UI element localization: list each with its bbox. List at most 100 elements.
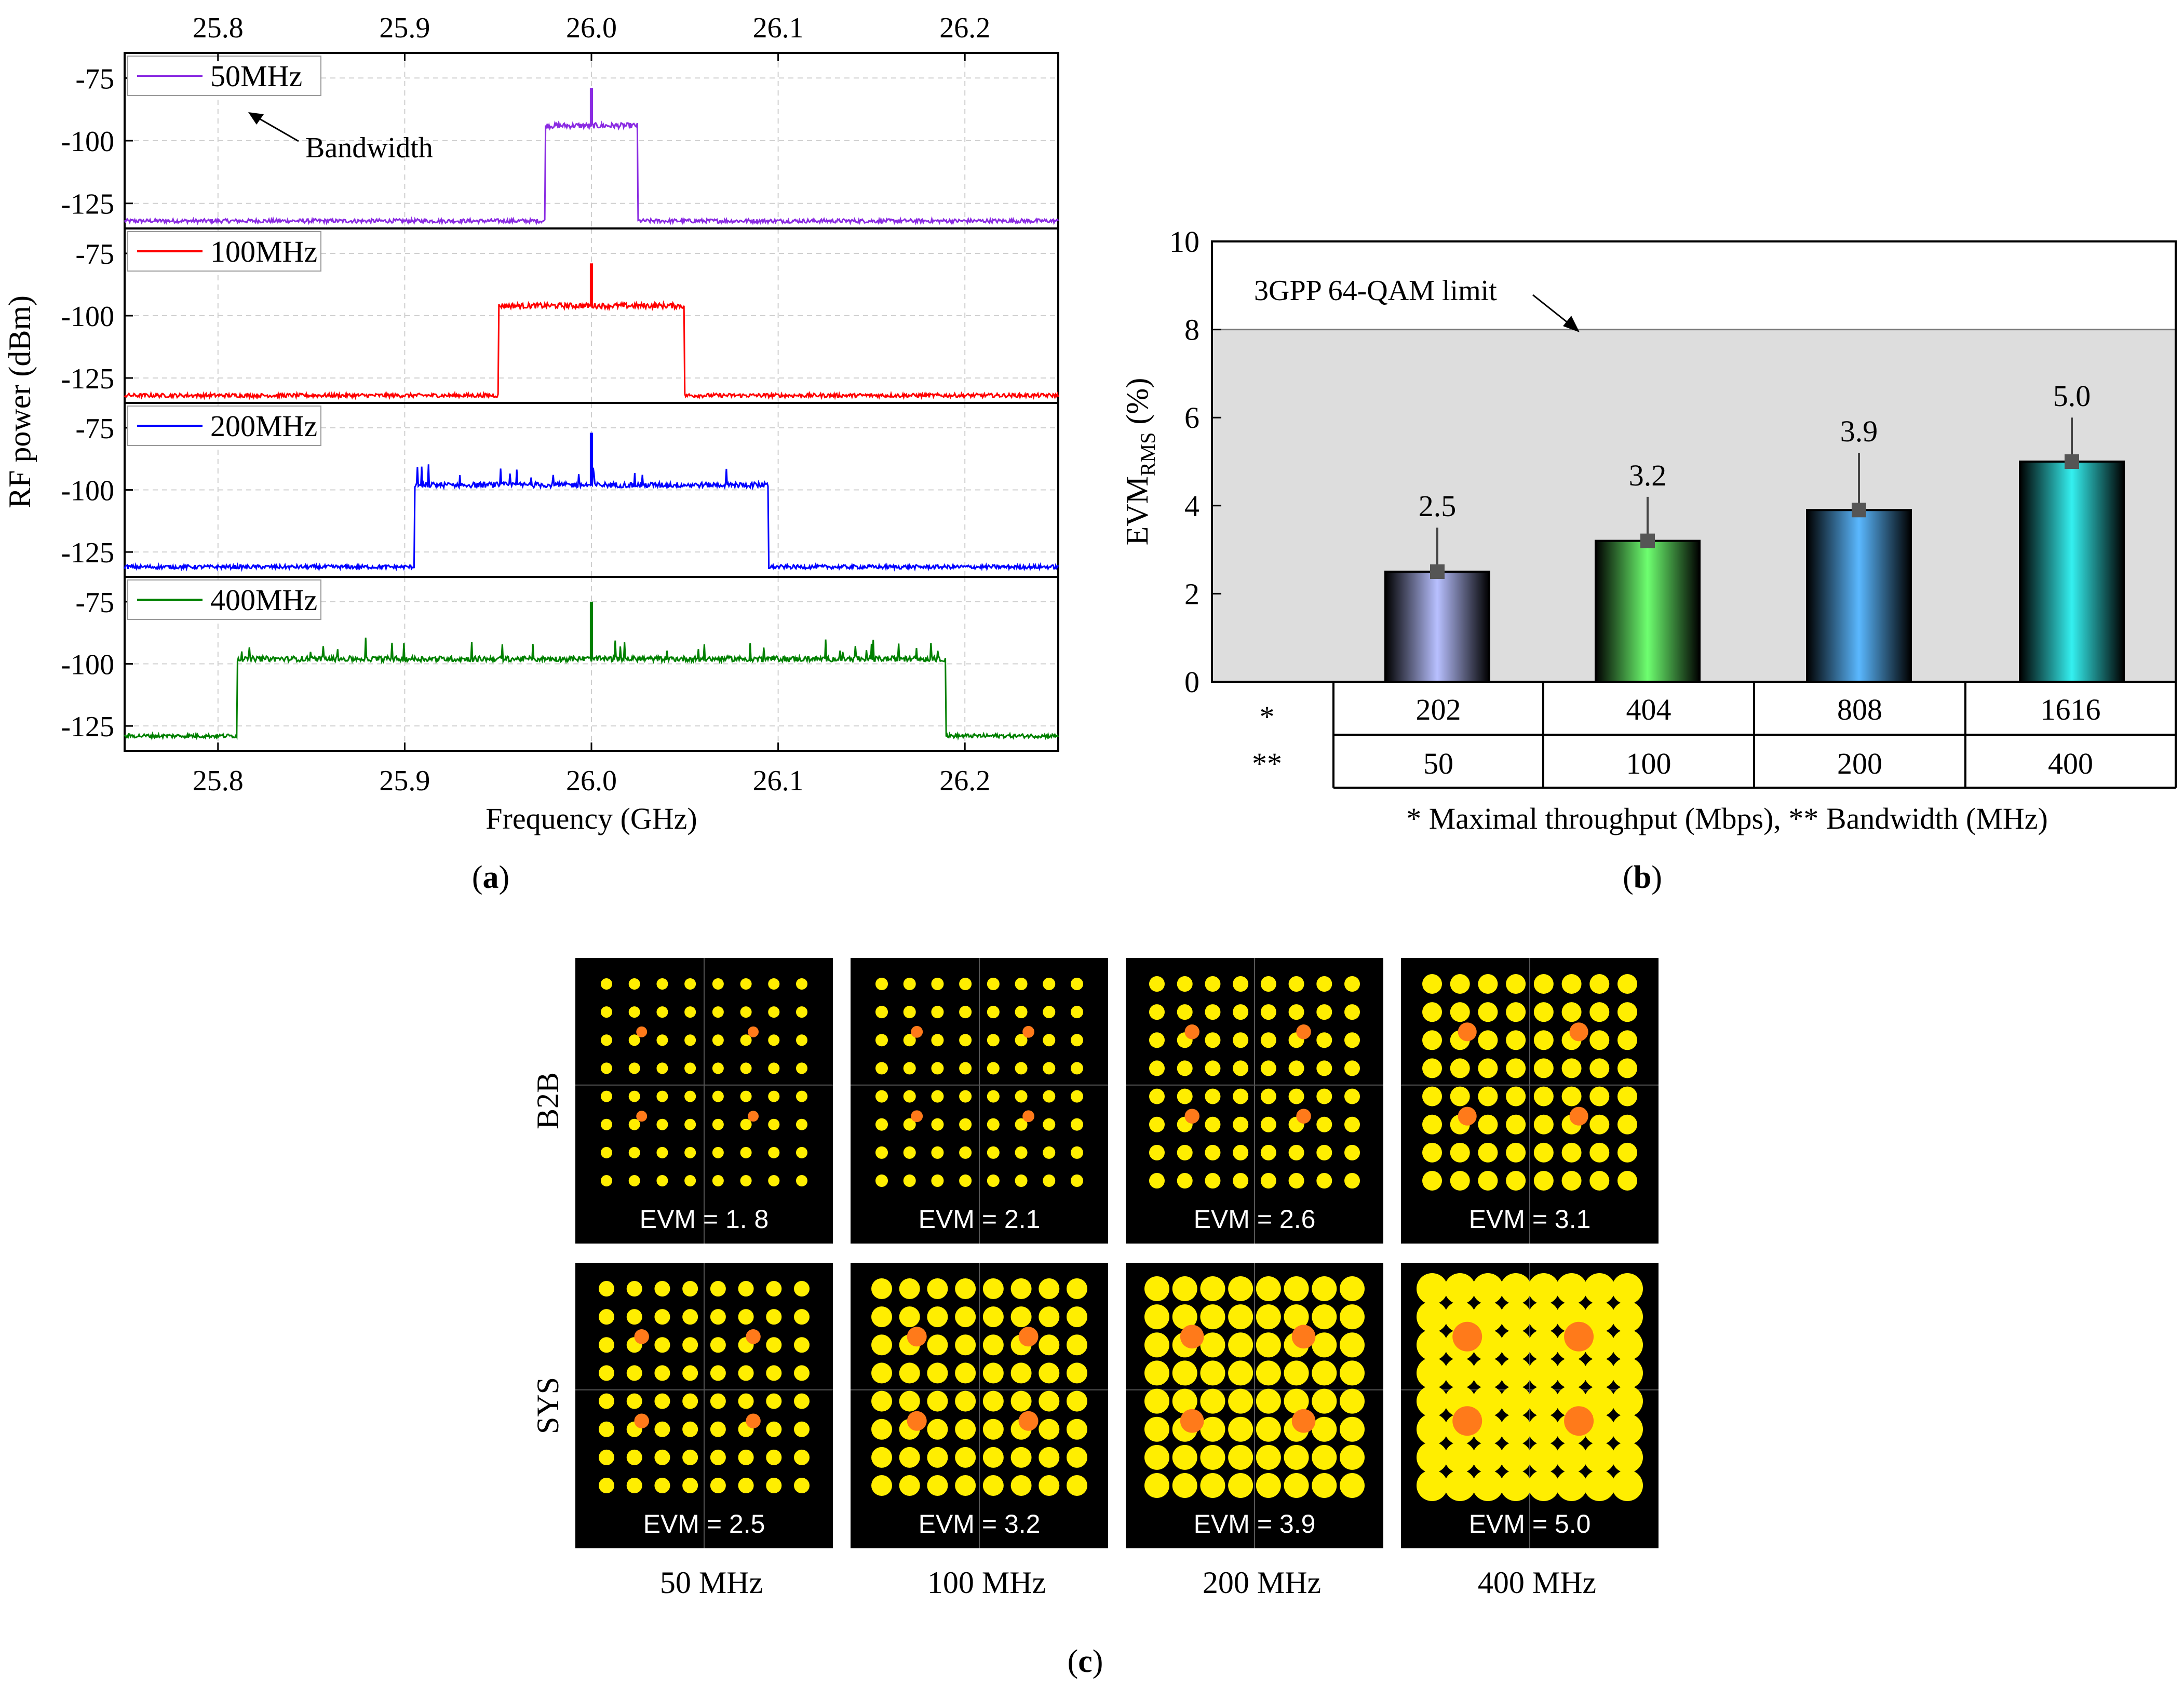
- constellation-point: [768, 1118, 780, 1130]
- constellation-point: [599, 1365, 614, 1381]
- constellation-point: [710, 1449, 726, 1465]
- constellation-point: [768, 1006, 780, 1018]
- constellation-point: [601, 1062, 612, 1074]
- constellation-point: [1010, 1362, 1032, 1384]
- constellation-point: [1228, 1416, 1253, 1442]
- constellation-point: [1417, 1385, 1448, 1417]
- legend-label: 400MHz: [210, 583, 317, 617]
- spectrum-panel-200MHz: -75 -100 -125 200MHz: [61, 402, 1059, 578]
- constellation-point: [871, 1306, 892, 1328]
- constellation-point: [1500, 1273, 1532, 1304]
- constellation-point: [1010, 1278, 1032, 1299]
- constellation-point: [1472, 1470, 1504, 1501]
- constellation-point: [599, 1449, 614, 1465]
- constellation-point: [1260, 1060, 1276, 1076]
- constellation-point: [1417, 1357, 1448, 1389]
- constellation-point: [1039, 1475, 1060, 1496]
- constellation-point: [1015, 1034, 1028, 1047]
- constellation-point: [1228, 1360, 1253, 1386]
- constellation-point: [903, 1090, 916, 1103]
- constellation-point: [1612, 1273, 1643, 1304]
- constellation-point: [1444, 1357, 1476, 1389]
- constellation-point: [1144, 1304, 1169, 1330]
- constellation-point: [1288, 976, 1304, 992]
- limit-label: 3GPP 64-QAM limit: [1254, 275, 1497, 307]
- constellation-point: [1288, 1004, 1304, 1020]
- constellation-point: [1528, 1385, 1559, 1417]
- constellation-point: [1039, 1278, 1060, 1299]
- annotation-arrow: [253, 114, 299, 142]
- constellation-point: [903, 1174, 916, 1187]
- constellation-point: [1417, 1441, 1448, 1473]
- ylabel-unit: (%): [1120, 378, 1154, 433]
- constellation-point: [1612, 1357, 1643, 1389]
- constellation-point: [1450, 1058, 1470, 1078]
- x-axis-label-a: Frequency (GHz): [486, 802, 697, 835]
- constellation-point: [682, 1449, 698, 1465]
- column-label: 200 MHz: [1203, 1565, 1321, 1600]
- constellation-point: [1589, 1142, 1610, 1163]
- constellation-point: [1506, 1030, 1526, 1050]
- evm-label: EVM = 2.1: [919, 1205, 1041, 1234]
- constellation-point: [1528, 1470, 1559, 1501]
- constellation-point: [796, 1146, 807, 1158]
- constellation-point: [1260, 1088, 1276, 1104]
- constellation-point: [1561, 1002, 1582, 1022]
- constellation-point: [903, 1062, 916, 1075]
- constellation-point: [1556, 1470, 1587, 1501]
- constellation-point: [1340, 1360, 1365, 1386]
- constellation-point: [1177, 1004, 1193, 1020]
- constellation-point: [682, 1421, 698, 1437]
- constellation-point: [982, 1334, 1004, 1356]
- constellation-point: [1043, 1174, 1056, 1187]
- constellation-point: [1071, 1118, 1083, 1131]
- constellation-point: [1256, 1304, 1281, 1330]
- constellation-point: [875, 1062, 888, 1075]
- constellation-point: [796, 1006, 807, 1018]
- constellation-point: [712, 1006, 724, 1018]
- constellation-point: [1340, 1304, 1365, 1330]
- constellation-point: [684, 1034, 696, 1046]
- constellation-point: [601, 1090, 612, 1102]
- bar-value-label: 3.9: [1840, 414, 1878, 448]
- constellation-point: [1506, 974, 1526, 994]
- constellation-point: [1617, 1002, 1637, 1022]
- constellation-point: [1144, 1276, 1169, 1301]
- throughput-cell: 404: [1626, 693, 1671, 726]
- constellation-point: [656, 1118, 668, 1130]
- constellation-point: [682, 1281, 698, 1297]
- constellation-point: [875, 978, 888, 990]
- constellation-point: [1149, 1088, 1165, 1104]
- constellation-point: [1500, 1385, 1532, 1417]
- constellation-point: [1533, 1086, 1554, 1106]
- constellation-point: [1617, 1171, 1637, 1191]
- constellation-point: [601, 1175, 612, 1186]
- constellation-point: [899, 1362, 920, 1384]
- constellation-point: [1071, 1174, 1083, 1187]
- constellation-point: [1589, 1002, 1610, 1022]
- y-tick-label-b: 8: [1184, 313, 1199, 347]
- legend: 200MHz: [127, 406, 321, 446]
- constellation-point: [1067, 1475, 1087, 1496]
- constellation-point: [1612, 1441, 1643, 1473]
- constellation-point: [654, 1421, 670, 1437]
- constellation-point: [796, 978, 807, 990]
- throughput-cell: 1616: [2041, 693, 2101, 726]
- constellation-point: [955, 1447, 976, 1468]
- constellation-point: [1422, 1030, 1442, 1050]
- constellation-point: [626, 1478, 642, 1493]
- constellation-point: [1010, 1390, 1032, 1412]
- constellation-point: [875, 1174, 888, 1187]
- constellation-point: [682, 1393, 698, 1409]
- constellation-point: [1561, 1086, 1582, 1106]
- bandwidth-cell: 100: [1626, 747, 1671, 780]
- constellation-hot-point: [636, 1111, 648, 1122]
- constellation-point: [871, 1447, 892, 1468]
- constellation-point: [1422, 1114, 1442, 1135]
- constellation-point: [1200, 1473, 1225, 1498]
- constellation-point: [766, 1478, 782, 1493]
- constellation-point: [1039, 1419, 1060, 1440]
- constellation-point: [1506, 1171, 1526, 1191]
- constellation-point: [1228, 1304, 1253, 1330]
- constellation-point: [656, 1175, 668, 1186]
